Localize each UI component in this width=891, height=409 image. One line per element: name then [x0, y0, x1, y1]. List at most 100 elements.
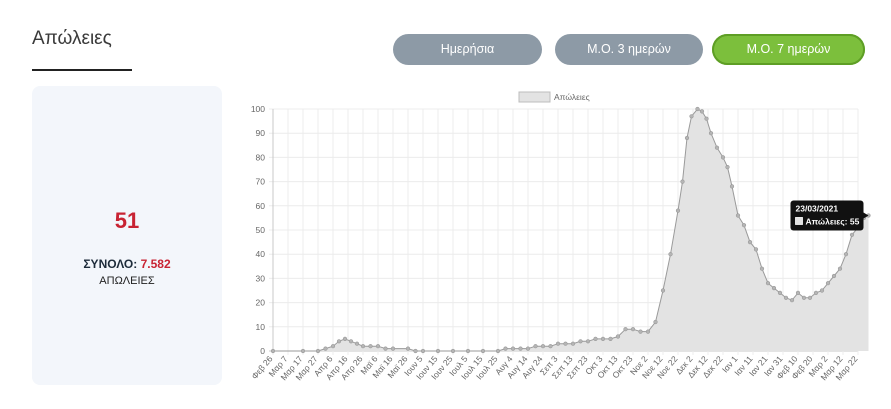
legend-swatch [518, 91, 551, 103]
data-point [525, 346, 531, 351]
data-point [585, 339, 591, 344]
data-point [668, 252, 673, 257]
data-point [771, 286, 777, 291]
data-point [330, 344, 336, 349]
data-point [420, 348, 426, 354]
y-tick-label: 40 [256, 249, 266, 259]
data-point [383, 346, 388, 351]
data-point [720, 155, 726, 160]
y-tick-label: 80 [256, 152, 266, 162]
data-point [783, 295, 789, 300]
data-point [300, 348, 306, 354]
y-tick-label: 0 [260, 346, 265, 356]
data-point [450, 348, 456, 354]
data-point [413, 348, 418, 354]
data-point [789, 298, 795, 303]
page-title: Απώλειες [32, 28, 112, 49]
data-point [270, 348, 276, 354]
data-point [675, 208, 681, 213]
data-point [753, 247, 759, 252]
data-point [725, 165, 730, 170]
data-point [608, 336, 613, 342]
daily-toggle-button[interactable]: Ημερήσια [393, 34, 542, 65]
data-point [336, 339, 342, 344]
data-point [795, 290, 801, 296]
summary-caption: ΑΠΩΛΕΙΕΣ [99, 275, 155, 287]
legend-label: Απώλειες [554, 92, 590, 102]
data-point [825, 281, 831, 286]
data-point [435, 348, 441, 354]
data-point [660, 288, 666, 293]
series-area-fill [273, 109, 869, 351]
data-point [533, 344, 538, 349]
summary-total: ΣΥΝΟΛΟ: 7.582 [32, 257, 222, 271]
data-point [747, 240, 753, 245]
summary-total-value: 7.582 [140, 257, 171, 271]
data-point [765, 281, 771, 286]
data-point [480, 348, 486, 354]
data-point [837, 266, 843, 271]
data-point [510, 346, 516, 351]
data-point [405, 346, 411, 351]
data-point [570, 341, 576, 346]
data-point [704, 116, 709, 121]
data-point [807, 295, 813, 300]
data-point [323, 346, 328, 351]
data-point [759, 266, 765, 271]
data-point [593, 336, 598, 342]
summary-value: 51 [114, 208, 140, 233]
title-underline [32, 69, 132, 71]
y-tick-label: 30 [256, 273, 266, 283]
data-point [555, 341, 561, 346]
three-day-average-button[interactable]: Μ.Ο. 3 ημερών [555, 34, 703, 65]
data-point [699, 109, 705, 114]
y-tick-label: 100 [251, 104, 265, 114]
data-point [354, 341, 360, 346]
data-point [801, 295, 807, 300]
data-point [708, 131, 714, 136]
data-point [831, 273, 837, 279]
data-point [777, 290, 783, 296]
data-point [548, 344, 553, 349]
data-point [465, 348, 471, 354]
tooltip-date: 23/03/2021 [796, 203, 839, 213]
data-point [729, 184, 735, 189]
data-point [623, 327, 628, 332]
data-point [348, 339, 354, 344]
data-point [638, 329, 643, 334]
tooltip-swatch [795, 217, 803, 225]
data-point [843, 252, 849, 257]
data-point [680, 179, 685, 184]
data-point [849, 232, 855, 237]
y-tick-label: 50 [256, 225, 266, 235]
seven-day-average-button[interactable]: Μ.Ο. 7 ημερών [712, 34, 865, 65]
tooltip-box [790, 200, 864, 231]
data-point [518, 346, 523, 351]
y-tick-label: 60 [256, 201, 266, 211]
y-tick-label: 20 [256, 298, 266, 308]
data-point [375, 344, 381, 349]
y-tick-label: 10 [256, 322, 266, 332]
data-point [540, 344, 546, 349]
data-point [315, 348, 321, 354]
data-point [653, 319, 658, 325]
y-tick-label: 90 [256, 128, 266, 138]
data-point [600, 336, 606, 342]
data-point [645, 329, 651, 334]
summary-card: 51 ΣΥΝΟΛΟ: 7.582 ΑΠΩΛΕΙΕΣ [32, 86, 222, 385]
data-point [630, 327, 636, 332]
data-point [578, 339, 583, 344]
y-tick-label: 70 [256, 177, 266, 187]
data-point [695, 106, 700, 112]
data-point [735, 213, 741, 218]
data-point [360, 344, 366, 349]
data-point [689, 114, 694, 119]
summary-total-label: ΣΥΝΟΛΟ: [83, 257, 138, 271]
data-point [495, 348, 501, 354]
data-point [813, 290, 819, 296]
data-point [684, 135, 690, 141]
tooltip-caret [863, 212, 869, 219]
data-point [503, 346, 508, 351]
data-point [368, 344, 373, 349]
